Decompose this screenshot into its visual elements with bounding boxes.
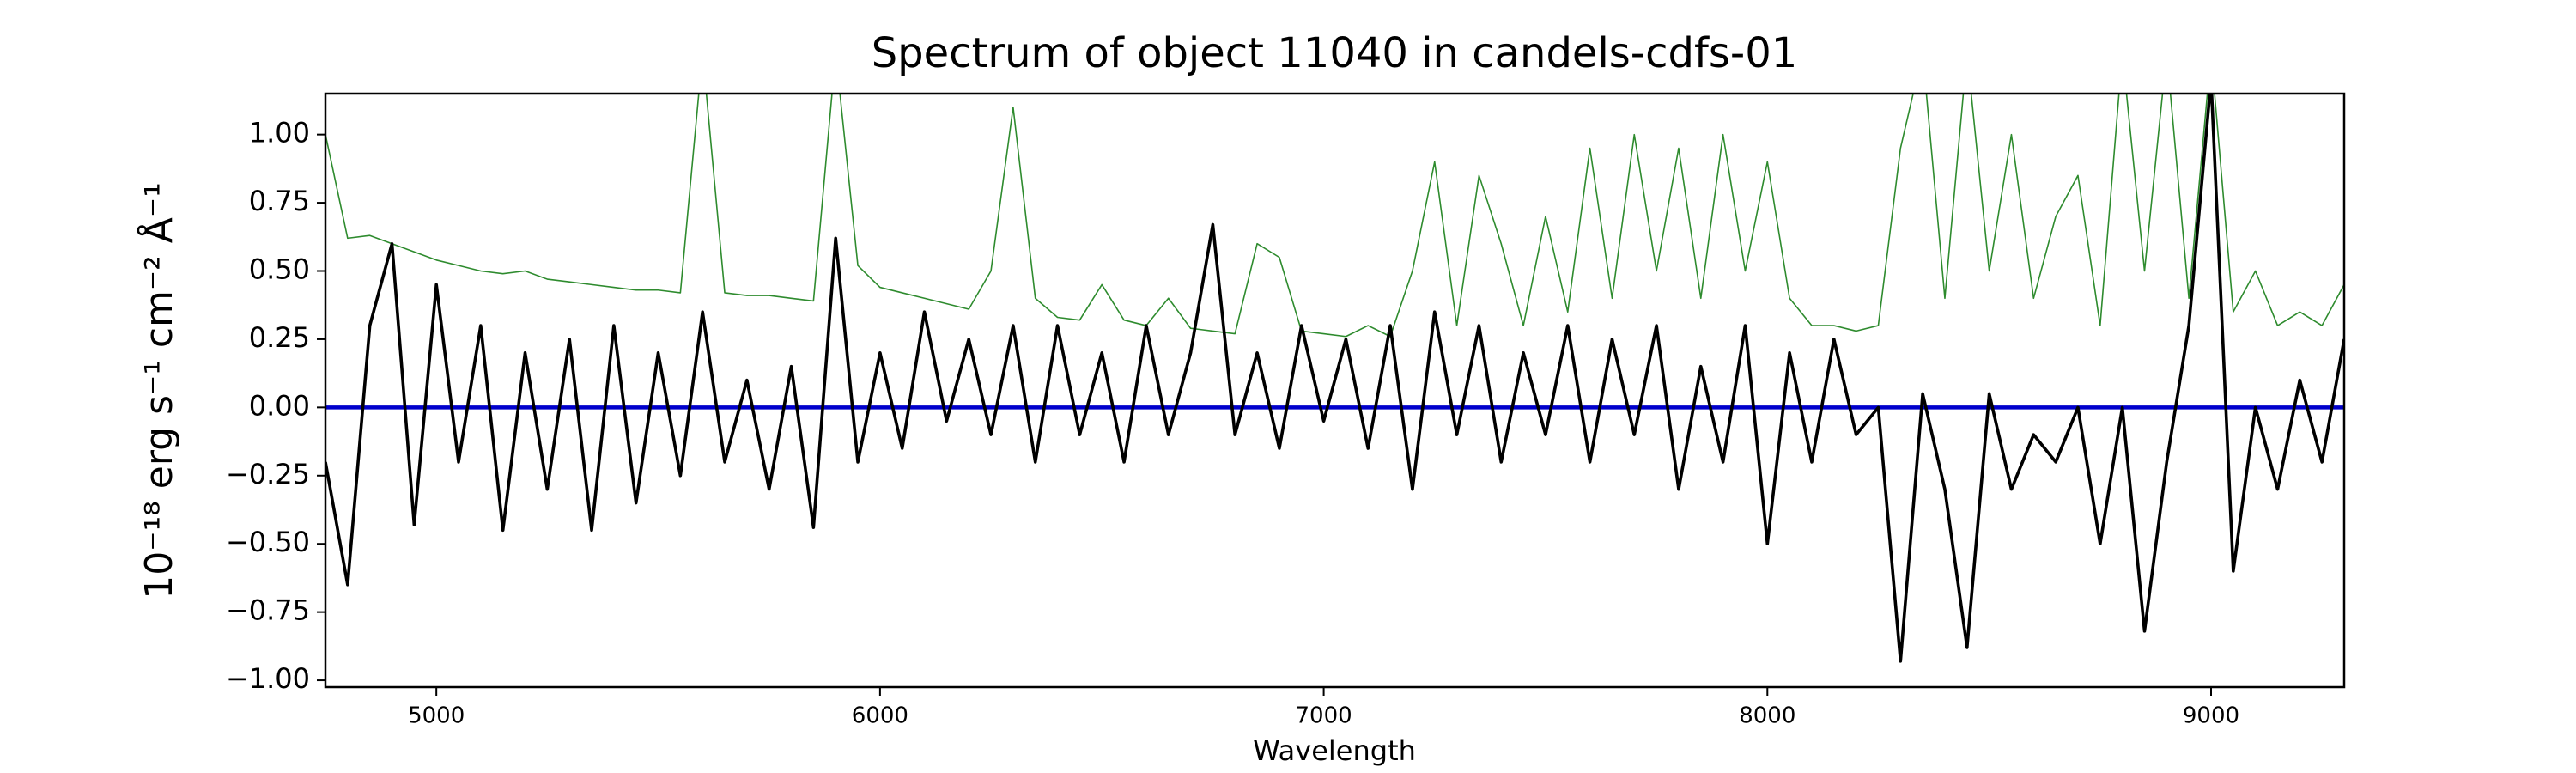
- y-tick-label: −0.25: [226, 458, 310, 490]
- y-tick-label: 0.00: [249, 389, 310, 422]
- spectrum-line: [325, 94, 2344, 663]
- y-tick-label: 1.00: [249, 117, 310, 149]
- y-tick-label: −0.75: [226, 594, 310, 627]
- x-axis-label: Wavelength: [1253, 734, 1416, 767]
- x-tick-label: 8000: [1739, 703, 1795, 729]
- y-tick-label: −1.00: [226, 662, 310, 695]
- x-tick-label: 6000: [852, 703, 908, 729]
- y-tick-label: −0.50: [226, 526, 310, 558]
- y-tick-label: 0.25: [249, 321, 310, 354]
- plot-area: [325, 94, 2344, 663]
- plot-frame: [324, 92, 2346, 689]
- spectrum-line: [325, 94, 2344, 338]
- y-axis-label: 10⁻¹⁸ erg s⁻¹ cm⁻² Å⁻¹: [136, 182, 181, 599]
- chart-title: Spectrum of object 11040 in candels-cdfs…: [872, 29, 1798, 77]
- x-tick-label: 5000: [408, 703, 465, 729]
- x-tick-label: 9000: [2183, 703, 2239, 729]
- y-tick-label: 0.50: [249, 253, 310, 286]
- x-tick-label: 7000: [1295, 703, 1352, 729]
- y-tick-label: 0.75: [249, 185, 310, 217]
